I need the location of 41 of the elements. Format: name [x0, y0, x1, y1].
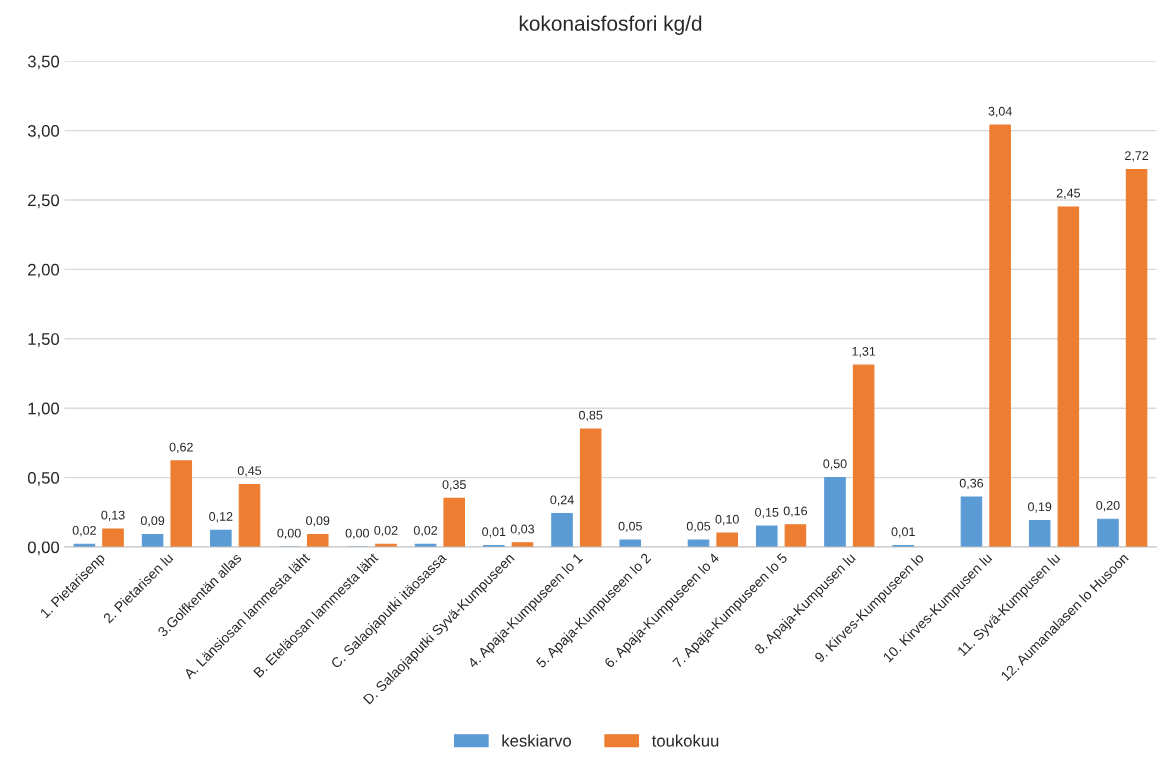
- data-label: 3,04: [988, 106, 1012, 118]
- data-label: 0,62: [169, 442, 193, 453]
- data-label: 0,05: [686, 521, 711, 533]
- y-tick-label: 2,50: [28, 194, 60, 209]
- y-tick-label: 0,00: [27, 541, 60, 556]
- data-label: 0,12: [209, 512, 233, 523]
- data-label: 0,09: [140, 516, 165, 527]
- y-tick-label: 1,00: [28, 402, 60, 417]
- chart-title: kokonaisfosfori kg/d: [519, 15, 702, 35]
- data-label: 0,02: [72, 525, 96, 537]
- data-label: 0,05: [618, 521, 642, 533]
- data-label: 0,19: [1028, 502, 1052, 513]
- data-label: 0,13: [101, 510, 125, 521]
- y-tick-label: 1,50: [28, 333, 60, 347]
- data-label: 0,00: [277, 528, 301, 540]
- data-label: 0,35: [442, 480, 466, 491]
- data-label: 2,72: [1125, 151, 1149, 162]
- y-tick-label: 0,50: [27, 471, 60, 486]
- data-label: 1,31: [852, 346, 876, 358]
- data-label: 0,36: [959, 478, 984, 490]
- data-label: 0,15: [755, 507, 779, 519]
- data-label: 0,45: [237, 466, 262, 477]
- data-label: 0,16: [783, 506, 808, 517]
- legend-label: toukokuu: [651, 734, 719, 747]
- data-label: 0,09: [306, 516, 330, 527]
- data-label: 0,85: [579, 410, 603, 422]
- data-label: 0,01: [482, 527, 506, 538]
- data-label: 0,24: [550, 495, 574, 506]
- data-label: 0,02: [374, 525, 398, 537]
- y-tick-label: 2,00: [28, 263, 60, 278]
- data-label: 0,03: [510, 524, 535, 535]
- y-tick-label: 3,00: [27, 125, 60, 139]
- data-label: 0,50: [823, 459, 847, 470]
- data-label: 0,01: [891, 527, 915, 538]
- y-tick-label: 3,50: [27, 55, 60, 70]
- data-label: 0,10: [715, 514, 739, 526]
- data-label: 2,45: [1056, 188, 1080, 199]
- legend-label: keskiarvo: [502, 734, 572, 747]
- data-label: 0,00: [345, 528, 369, 540]
- data-label: 0,20: [1096, 500, 1120, 512]
- data-label: 0,02: [413, 525, 438, 537]
